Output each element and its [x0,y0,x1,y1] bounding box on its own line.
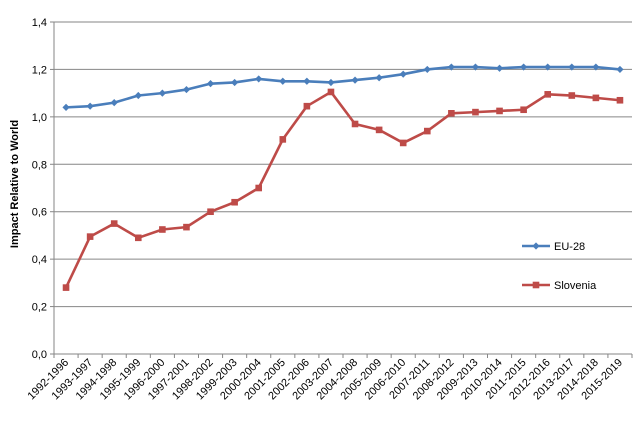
axes [50,21,633,358]
y-tick-label: 0,0 [32,349,47,361]
legend-marker-slovenia [532,281,540,289]
series-line-eu-28 [65,65,621,109]
data-point-slovenia [279,136,287,143]
data-point-slovenia [183,223,190,231]
data-point-eu-28 [423,65,431,74]
data-point-slovenia [496,107,503,115]
data-point-slovenia [448,110,455,117]
data-point-slovenia [207,208,214,216]
data-point-slovenia [351,120,359,128]
legend-marker-eu-28 [532,242,540,250]
data-point-eu-28 [471,63,480,71]
data-point-eu-28 [520,63,528,71]
data-point-slovenia [375,126,383,134]
data-point-eu-28 [86,102,94,110]
data-point-eu-28 [110,99,118,107]
data-point-eu-28 [375,74,383,82]
legend-label-eu-28: EU-28 [554,241,585,253]
data-point-eu-28 [182,85,191,94]
data-point-eu-28 [303,77,311,85]
y-axis-title: Impact Relative to World [9,120,21,248]
legend-entry-slovenia: Slovenia [522,280,597,292]
data-point-eu-28 [62,103,70,111]
data-point-eu-28 [327,78,335,87]
y-tick-label: 0,6 [32,207,47,219]
y-tick-labels: 0,0 0,2 0,4 0,6 0,8 1,0 1,2 1,4 [32,17,47,361]
data-point-slovenia [159,226,166,233]
data-point-slovenia [255,184,263,192]
data-point-eu-28 [206,80,215,88]
data-point-slovenia [616,96,624,104]
data-point-slovenia [110,220,118,227]
data-point-slovenia [399,139,407,147]
data-point-eu-28 [351,76,359,84]
data-point-slovenia [423,127,431,135]
data-point-eu-28 [568,63,576,71]
series [62,63,624,291]
gridlines [54,21,632,308]
data-point-slovenia [62,284,70,291]
y-tick-label: 1,4 [32,17,47,29]
data-point-slovenia [592,94,600,102]
y-tick-label: 0,2 [32,302,47,314]
data-point-eu-28 [544,63,552,71]
legend: EU-28 Slovenia [522,241,597,292]
legend-entry-eu-28: EU-28 [522,241,585,253]
y-tick-label: 1,0 [32,112,47,124]
y-tick-label: 0,4 [32,254,47,266]
data-point-eu-28 [495,64,504,72]
y-tick-label: 1,2 [32,64,47,76]
data-point-eu-28 [616,65,624,74]
data-point-slovenia [520,106,527,114]
data-point-slovenia [303,102,311,110]
series-slovenia [62,88,624,291]
data-point-eu-28 [255,75,263,83]
data-point-eu-28 [231,78,239,87]
data-point-slovenia [134,234,142,242]
data-point-eu-28 [592,63,600,71]
y-tick-label: 0,8 [32,159,47,171]
series-line-slovenia [64,90,621,289]
data-point-eu-28 [399,70,407,78]
data-point-slovenia [231,198,238,206]
data-point-slovenia [544,91,552,98]
data-point-slovenia [86,233,94,240]
series-eu-28 [62,63,624,111]
legend-label-slovenia: Slovenia [554,280,597,292]
data-point-slovenia [327,88,335,96]
data-point-slovenia [472,108,479,116]
data-point-eu-28 [279,77,287,85]
data-point-eu-28 [134,91,142,100]
data-point-eu-28 [447,63,455,71]
x-tick-labels: 1992-19961993-19971994-19981995-19991996… [25,357,625,403]
data-point-eu-28 [158,89,166,97]
data-point-slovenia [568,92,576,99]
